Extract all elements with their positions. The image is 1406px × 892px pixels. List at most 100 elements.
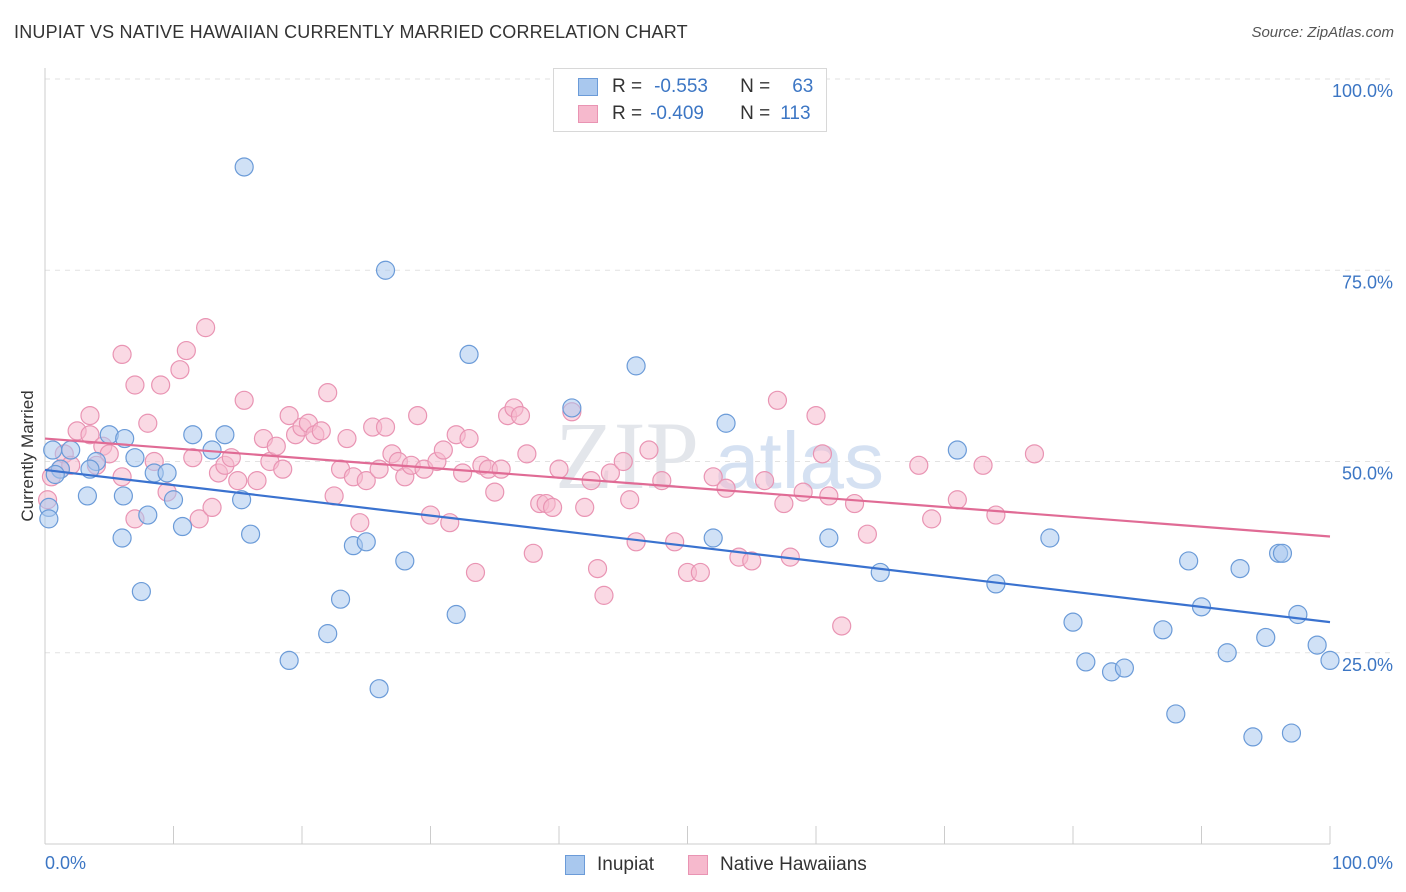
- native-hawaiian-point: [202, 497, 222, 517]
- inupiat-point: [61, 440, 81, 460]
- inupiat-point: [232, 490, 252, 510]
- inupiat-point: [446, 604, 466, 625]
- inupiat-point: [1230, 558, 1250, 579]
- native-hawaiian-point: [716, 478, 736, 498]
- native-hawaiian-point: [806, 406, 826, 426]
- native-hawaiian-point: [510, 406, 531, 426]
- native-hawaiian-point: [703, 467, 723, 487]
- inupiat-point: [131, 581, 151, 602]
- x-tick-label-right: 100.0%: [1332, 853, 1393, 873]
- native-hawaiian-point: [626, 532, 646, 552]
- native-hawaiian-point: [857, 524, 878, 544]
- native-hawaiian-point: [774, 493, 794, 514]
- native-hawaiian-point: [742, 551, 762, 571]
- native-hawaiian-point: [279, 406, 299, 426]
- inupiat-point: [395, 551, 415, 571]
- native-hawaiian-point: [517, 444, 537, 464]
- inupiat-point: [1040, 528, 1060, 548]
- inupiat-point: [45, 464, 65, 485]
- stats-row-inupiat: R = -0.553 N = 63: [578, 74, 813, 100]
- native-hawaiian-point: [665, 532, 685, 552]
- native-hawaiian-point: [986, 505, 1006, 525]
- native-hawaiian-point: [433, 440, 453, 460]
- native-hawaiian-point: [80, 406, 100, 426]
- inupiat-point: [172, 516, 193, 537]
- native-hawaiian-point: [266, 436, 286, 456]
- native-hawaiian-point: [273, 459, 293, 479]
- native-hawaiian-point: [575, 497, 595, 517]
- native-hawaiian-point: [690, 562, 710, 583]
- y-tick-label: 25.0%: [1342, 655, 1393, 675]
- chart-title: INUPIAT VS NATIVE HAWAIIAN CURRENTLY MAR…: [14, 22, 688, 42]
- inupiat-point: [39, 509, 59, 529]
- inupiat-swatch: [578, 78, 598, 96]
- inupiat-point: [1076, 652, 1096, 672]
- native-hawaiian-point: [620, 490, 640, 510]
- inupiat-point: [157, 463, 177, 483]
- native-hawaiian-point: [375, 417, 396, 437]
- legend-item-inupiat[interactable]: Inupiat: [565, 852, 654, 878]
- r-label: R =: [612, 76, 643, 97]
- inupiat-point: [113, 486, 133, 506]
- native-hawaiian-point: [909, 455, 929, 475]
- inupiat-point: [77, 486, 98, 506]
- inupiat-point: [43, 440, 63, 460]
- inupiat-point: [459, 344, 479, 364]
- inupiat-point: [138, 505, 158, 525]
- x-tick-label-left: 0.0%: [45, 853, 86, 873]
- inupiat-point: [183, 425, 203, 445]
- inupiat-point: [279, 650, 299, 671]
- inupiat-point: [626, 356, 646, 376]
- inupiat-point: [1307, 635, 1327, 655]
- native-hawaiian-point: [356, 471, 376, 491]
- inupiat-legend-label: Inupiat: [597, 854, 655, 875]
- inupiat-point: [375, 260, 396, 280]
- inupiat-point: [215, 425, 235, 445]
- stats-row-native: R = -0.409 N = 113: [578, 101, 811, 127]
- inupiat-point: [1166, 704, 1186, 724]
- y-tick-label: 100.0%: [1332, 81, 1393, 101]
- y-tick-label: 75.0%: [1342, 272, 1393, 292]
- inupiat-point: [1281, 723, 1302, 743]
- y-tick-label: 50.0%: [1342, 464, 1393, 484]
- y-tick-labels: 100.0% 75.0% 50.0% 25.0%: [1332, 81, 1393, 675]
- native-hawaiian-point: [832, 616, 852, 636]
- native-hawaiian-point: [125, 375, 145, 395]
- inupiat-point: [356, 532, 376, 552]
- inupiat-point: [330, 589, 351, 609]
- native-hawaiian-point: [587, 558, 608, 579]
- inupiat-points: [39, 157, 1340, 747]
- axes: [44, 68, 1331, 845]
- inupiat-point: [562, 398, 582, 418]
- inupiat-point: [112, 528, 132, 548]
- legend-item-native-hawaiians[interactable]: Native Hawaiians: [688, 852, 867, 878]
- native-hawaiian-point: [542, 497, 563, 517]
- native-hawaiian-point: [183, 448, 203, 468]
- native-hawaiian-point: [112, 467, 132, 487]
- inupiat-point: [163, 490, 184, 510]
- native-hawaiians-points: [37, 318, 1045, 636]
- native-hawaiian-point: [819, 486, 839, 506]
- n-label: N =: [740, 76, 771, 97]
- native-hawaiian-point: [408, 406, 428, 426]
- inupiat-point: [1217, 643, 1237, 663]
- inupiat-r-value: -0.553: [654, 76, 708, 97]
- inupiat-point: [1256, 627, 1276, 648]
- series-legend: Inupiat Native Hawaiians: [0, 852, 1406, 878]
- r-label: R =: [612, 103, 643, 124]
- native-hawaiian-point: [1024, 444, 1045, 464]
- inupiat-point: [234, 157, 254, 177]
- native-hawaiian-point: [318, 383, 338, 403]
- inupiat-point: [318, 624, 338, 644]
- inupiat-point: [1272, 543, 1293, 563]
- native-hawaiian-trend-line: [44, 437, 1331, 538]
- native-hawaiian-point: [453, 463, 473, 483]
- stats-legend: R = -0.553 N = 63 R = -0.409 N = 113: [553, 68, 827, 132]
- native-hawaiian-point: [196, 318, 216, 338]
- native-hawaiian-point: [176, 340, 196, 361]
- native-hawaiian-point: [350, 513, 370, 533]
- native-hawaiian-point: [549, 459, 569, 479]
- native-hawaiian-point: [465, 562, 486, 583]
- native-hawaiian-point: [754, 471, 775, 491]
